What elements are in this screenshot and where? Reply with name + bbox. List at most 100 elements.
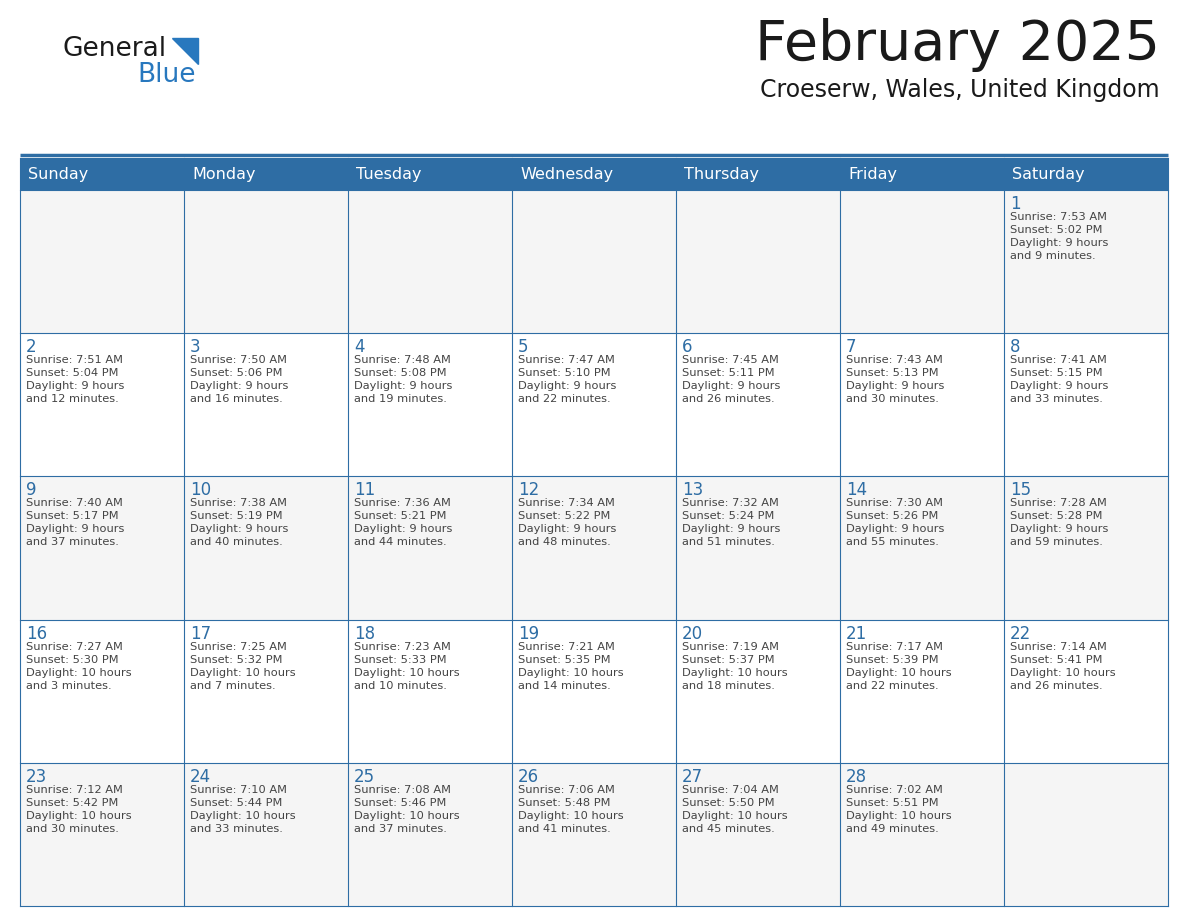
- Bar: [1004, 763, 1168, 906]
- Text: and 44 minutes.: and 44 minutes.: [354, 537, 447, 547]
- Text: Sunrise: 7:02 AM: Sunrise: 7:02 AM: [846, 785, 943, 795]
- Text: 13: 13: [682, 481, 703, 499]
- Text: Sunset: 5:21 PM: Sunset: 5:21 PM: [354, 511, 447, 521]
- Text: Daylight: 10 hours: Daylight: 10 hours: [190, 811, 296, 821]
- Text: Daylight: 9 hours: Daylight: 9 hours: [354, 381, 453, 391]
- Bar: [512, 620, 676, 763]
- Bar: [1004, 620, 1168, 763]
- Text: Sunset: 5:11 PM: Sunset: 5:11 PM: [682, 368, 775, 378]
- Bar: [840, 190, 1004, 333]
- Bar: [184, 620, 348, 763]
- Text: and 26 minutes.: and 26 minutes.: [682, 394, 775, 404]
- Bar: [512, 476, 676, 620]
- Text: and 16 minutes.: and 16 minutes.: [190, 394, 283, 404]
- Text: 5: 5: [518, 338, 529, 356]
- Text: 20: 20: [682, 624, 703, 643]
- Text: Sunrise: 7:36 AM: Sunrise: 7:36 AM: [354, 498, 451, 509]
- Text: Daylight: 10 hours: Daylight: 10 hours: [682, 667, 788, 677]
- Text: 15: 15: [1010, 481, 1031, 499]
- Text: and 3 minutes.: and 3 minutes.: [26, 680, 112, 690]
- Text: and 51 minutes.: and 51 minutes.: [682, 537, 775, 547]
- Text: Sunset: 5:22 PM: Sunset: 5:22 PM: [518, 511, 611, 521]
- Text: Sunrise: 7:45 AM: Sunrise: 7:45 AM: [682, 355, 779, 365]
- Text: Wednesday: Wednesday: [520, 166, 613, 182]
- Bar: [676, 333, 840, 476]
- Bar: [840, 333, 1004, 476]
- Text: Sunset: 5:04 PM: Sunset: 5:04 PM: [26, 368, 119, 378]
- Text: and 41 minutes.: and 41 minutes.: [518, 823, 611, 834]
- Text: 7: 7: [846, 338, 857, 356]
- Text: Sunrise: 7:41 AM: Sunrise: 7:41 AM: [1010, 355, 1107, 365]
- Text: Sunset: 5:48 PM: Sunset: 5:48 PM: [518, 798, 611, 808]
- Bar: [184, 763, 348, 906]
- Text: Sunrise: 7:06 AM: Sunrise: 7:06 AM: [518, 785, 615, 795]
- Text: Sunset: 5:13 PM: Sunset: 5:13 PM: [846, 368, 939, 378]
- Text: Daylight: 9 hours: Daylight: 9 hours: [846, 381, 944, 391]
- Text: Daylight: 10 hours: Daylight: 10 hours: [518, 667, 624, 677]
- Text: Sunrise: 7:30 AM: Sunrise: 7:30 AM: [846, 498, 943, 509]
- Text: Sunset: 5:44 PM: Sunset: 5:44 PM: [190, 798, 283, 808]
- Text: and 19 minutes.: and 19 minutes.: [354, 394, 447, 404]
- Bar: [1004, 476, 1168, 620]
- Text: Daylight: 9 hours: Daylight: 9 hours: [518, 524, 617, 534]
- Text: Tuesday: Tuesday: [356, 166, 422, 182]
- Text: 11: 11: [354, 481, 375, 499]
- Text: Daylight: 10 hours: Daylight: 10 hours: [190, 667, 296, 677]
- Text: Daylight: 10 hours: Daylight: 10 hours: [26, 811, 132, 821]
- Bar: [20, 190, 184, 333]
- Text: Sunrise: 7:08 AM: Sunrise: 7:08 AM: [354, 785, 451, 795]
- Text: Saturday: Saturday: [1012, 166, 1085, 182]
- Text: February 2025: February 2025: [756, 18, 1159, 72]
- Polygon shape: [172, 38, 198, 64]
- Bar: [184, 158, 348, 190]
- Text: Sunset: 5:28 PM: Sunset: 5:28 PM: [1010, 511, 1102, 521]
- Bar: [676, 763, 840, 906]
- Text: 2: 2: [26, 338, 37, 356]
- Text: 17: 17: [190, 624, 211, 643]
- Text: Sunset: 5:17 PM: Sunset: 5:17 PM: [26, 511, 119, 521]
- Text: Sunset: 5:33 PM: Sunset: 5:33 PM: [354, 655, 447, 665]
- Text: and 37 minutes.: and 37 minutes.: [354, 823, 447, 834]
- Text: Sunset: 5:42 PM: Sunset: 5:42 PM: [26, 798, 119, 808]
- Bar: [676, 190, 840, 333]
- Text: Friday: Friday: [848, 166, 897, 182]
- Text: and 12 minutes.: and 12 minutes.: [26, 394, 119, 404]
- Bar: [512, 333, 676, 476]
- Bar: [676, 158, 840, 190]
- Text: Daylight: 9 hours: Daylight: 9 hours: [354, 524, 453, 534]
- Text: Sunrise: 7:14 AM: Sunrise: 7:14 AM: [1010, 642, 1107, 652]
- Text: and 10 minutes.: and 10 minutes.: [354, 680, 447, 690]
- Text: 18: 18: [354, 624, 375, 643]
- Text: Sunrise: 7:34 AM: Sunrise: 7:34 AM: [518, 498, 615, 509]
- Text: Sunrise: 7:25 AM: Sunrise: 7:25 AM: [190, 642, 286, 652]
- Bar: [512, 763, 676, 906]
- Text: Sunset: 5:32 PM: Sunset: 5:32 PM: [190, 655, 283, 665]
- Text: Sunrise: 7:50 AM: Sunrise: 7:50 AM: [190, 355, 287, 365]
- Text: and 30 minutes.: and 30 minutes.: [846, 394, 939, 404]
- Text: Daylight: 9 hours: Daylight: 9 hours: [682, 381, 781, 391]
- Text: Sunrise: 7:40 AM: Sunrise: 7:40 AM: [26, 498, 122, 509]
- Text: Sunset: 5:02 PM: Sunset: 5:02 PM: [1010, 225, 1102, 235]
- Text: Croeserw, Wales, United Kingdom: Croeserw, Wales, United Kingdom: [760, 78, 1159, 102]
- Text: Sunrise: 7:10 AM: Sunrise: 7:10 AM: [190, 785, 287, 795]
- Text: 9: 9: [26, 481, 37, 499]
- Text: and 18 minutes.: and 18 minutes.: [682, 680, 775, 690]
- Text: Sunset: 5:19 PM: Sunset: 5:19 PM: [190, 511, 283, 521]
- Text: 16: 16: [26, 624, 48, 643]
- Bar: [840, 158, 1004, 190]
- Bar: [184, 190, 348, 333]
- Bar: [512, 190, 676, 333]
- Text: Sunrise: 7:19 AM: Sunrise: 7:19 AM: [682, 642, 779, 652]
- Text: Sunset: 5:26 PM: Sunset: 5:26 PM: [846, 511, 939, 521]
- Text: 19: 19: [518, 624, 539, 643]
- Text: Sunrise: 7:28 AM: Sunrise: 7:28 AM: [1010, 498, 1107, 509]
- Text: 4: 4: [354, 338, 365, 356]
- Bar: [184, 476, 348, 620]
- Text: Sunset: 5:10 PM: Sunset: 5:10 PM: [518, 368, 611, 378]
- Text: 8: 8: [1010, 338, 1020, 356]
- Text: 1: 1: [1010, 195, 1020, 213]
- Text: Daylight: 10 hours: Daylight: 10 hours: [354, 811, 460, 821]
- Bar: [348, 476, 512, 620]
- Bar: [20, 158, 184, 190]
- Bar: [676, 620, 840, 763]
